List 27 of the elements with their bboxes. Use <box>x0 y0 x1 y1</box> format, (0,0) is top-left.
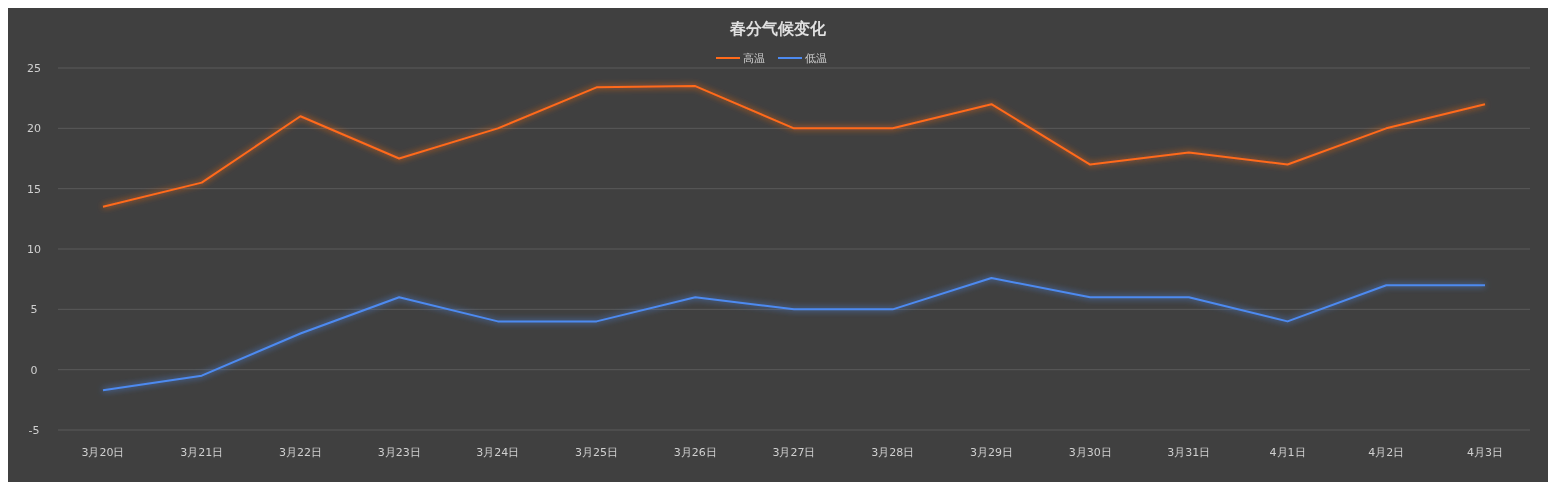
y-tick-label: 10 <box>27 243 41 256</box>
x-tick-label: 4月3日 <box>1467 446 1503 459</box>
y-tick-label: 5 <box>30 303 38 317</box>
x-tick-label: 3月26日 <box>673 446 717 459</box>
y-tick-label: 25 <box>27 62 41 75</box>
x-tick-label: 3月25日 <box>575 446 619 459</box>
x-tick-label: 3月31日 <box>1167 446 1211 459</box>
x-tick-label: 3月20日 <box>81 446 125 459</box>
y-tick-label: 20 <box>27 122 41 136</box>
x-tick-label: 3月29日 <box>969 446 1013 459</box>
y-tick-label: 0 <box>30 363 38 377</box>
x-tick-label: 3月28日 <box>871 446 915 459</box>
legend-label: 低温 <box>805 52 827 65</box>
line-series <box>102 85 1486 208</box>
x-tick-label: 3月22日 <box>278 446 322 459</box>
chart-title: 春分气候变化 <box>729 19 827 38</box>
y-tick-label: 15 <box>27 182 41 196</box>
x-tick-label: 4月1日 <box>1269 446 1306 459</box>
y-tick-label: -5 <box>28 424 40 437</box>
x-tick-label: 3月27日 <box>772 446 816 459</box>
x-tick-label: 3月24日 <box>476 446 520 459</box>
line-series <box>102 276 1486 392</box>
x-tick-label: 4月2日 <box>1368 446 1405 459</box>
legend-label: 高温 <box>743 52 765 65</box>
x-tick-label: 3月23日 <box>377 446 421 459</box>
x-tick-label: 3月30日 <box>1068 446 1112 459</box>
x-tick-label: 3月21日 <box>180 446 224 459</box>
